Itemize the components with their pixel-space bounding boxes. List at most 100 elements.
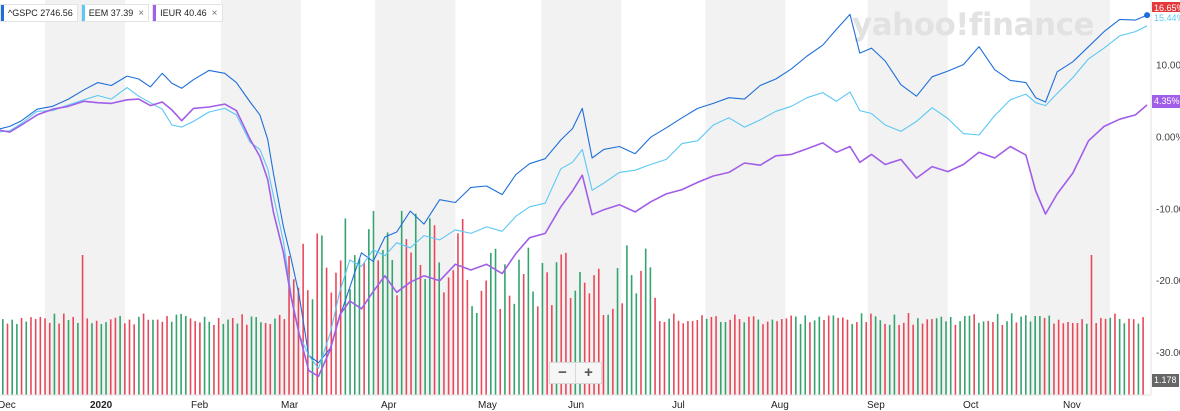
gspc-end-dot <box>1144 12 1151 19</box>
volume-bar <box>1015 322 1018 395</box>
volume-bar <box>846 319 849 395</box>
legend-chip-ieur[interactable]: IEUR 40.46 × <box>152 4 223 22</box>
legend-swatch <box>1 5 4 21</box>
volume-bar <box>945 321 947 395</box>
volume-bar <box>931 319 933 395</box>
volume-bar <box>175 314 178 395</box>
x-tick-label: Feb <box>191 400 209 411</box>
legend-label: EEM 37.39 <box>88 8 134 18</box>
x-tick-label: Sep <box>867 400 885 411</box>
volume-bar <box>461 218 464 395</box>
volume-bar <box>1053 323 1055 395</box>
volume-bar <box>414 213 417 395</box>
x-tick-label: Jun <box>568 400 584 411</box>
x-axis-ticks: Dec 2020 Feb Mar Apr May Jun Jul Aug Sep Oct Nov <box>0 400 1081 411</box>
volume-bar <box>691 321 694 395</box>
volume-bar <box>1020 316 1022 395</box>
x-tick-label: Dec <box>0 400 16 411</box>
volume-bar <box>813 320 816 395</box>
volume-bar <box>269 324 272 395</box>
volume-bar <box>222 323 225 395</box>
volume-bar <box>466 279 469 395</box>
volume-bar <box>1090 255 1093 395</box>
volume-bar <box>771 319 774 395</box>
y-tick-label: -10.00% <box>1156 204 1180 215</box>
volume-bar <box>246 324 248 395</box>
volume-bar <box>546 272 548 395</box>
month-bands <box>44 0 1110 395</box>
volume-bar <box>795 316 797 395</box>
volume-bar <box>607 314 609 395</box>
zoom-in-button[interactable]: + <box>575 363 601 383</box>
volume-bar <box>161 321 164 395</box>
volume-bar <box>452 270 455 395</box>
close-icon[interactable]: × <box>211 7 218 19</box>
volume-bar <box>180 313 182 395</box>
volume-bar <box>612 308 614 395</box>
volume-bar <box>1142 317 1144 395</box>
volume-bar <box>715 316 717 395</box>
month-band <box>1029 0 1110 395</box>
volume-bar <box>292 279 295 395</box>
volume-bar <box>443 292 445 395</box>
volume-bar <box>203 316 206 395</box>
legend-swatch <box>153 5 157 21</box>
x-tick-label: Oct <box>963 400 979 411</box>
volume-bar <box>471 306 473 395</box>
volume-bar <box>405 239 408 395</box>
zoom-out-button[interactable]: − <box>558 364 567 381</box>
volume-bar <box>935 318 938 395</box>
volume-bar <box>588 293 591 395</box>
volume-bar <box>95 320 98 395</box>
volume-bar <box>372 210 375 395</box>
volume-bar <box>884 323 886 395</box>
volume-bar <box>34 319 37 395</box>
volume-bar <box>16 324 18 395</box>
volume-bar <box>729 319 731 395</box>
volume-bar <box>893 314 896 395</box>
volume-bar <box>555 262 558 395</box>
volume-bar <box>438 262 441 395</box>
volume-bar <box>208 321 211 395</box>
volume-bar <box>677 320 680 395</box>
volume-bar <box>1010 313 1013 395</box>
volume-bar <box>827 315 830 395</box>
volume-bar <box>870 313 872 395</box>
volume-bar <box>790 315 792 395</box>
volume-bar <box>1071 323 1074 395</box>
volume-bar <box>522 274 525 395</box>
volume-bar <box>616 268 619 395</box>
volume-bar <box>841 317 844 395</box>
volume-bar <box>316 233 319 395</box>
legend-chip-gspc[interactable]: ^GSPC 2746.56 <box>0 4 78 22</box>
volume-bar <box>119 315 121 395</box>
volume-bar <box>682 323 685 395</box>
volume-bar <box>325 267 328 395</box>
ieur-price-tag: 4.35% <box>1152 95 1180 108</box>
volume-bar <box>536 306 539 395</box>
volume-bar <box>738 319 741 395</box>
volume-bar <box>701 315 703 395</box>
volume-bar <box>391 260 394 395</box>
yahoo-finance-watermark: yahoo!finance <box>852 7 1094 43</box>
volume-bar <box>654 297 656 395</box>
volume-bar <box>776 321 778 395</box>
volume-bar <box>114 317 117 395</box>
volume-bar <box>274 318 276 395</box>
volume-bar <box>382 250 384 395</box>
volume-bar <box>250 316 253 395</box>
volume-bar <box>696 320 699 395</box>
volume-bar <box>386 232 389 395</box>
volume-bar <box>429 218 431 395</box>
volume-bar <box>785 318 788 395</box>
volume-bar <box>856 322 858 395</box>
volume-bar <box>1104 318 1107 395</box>
legend-chip-eem[interactable]: EEM 37.39 × <box>80 4 150 22</box>
volume-bar <box>968 315 971 395</box>
volume-bar <box>48 322 51 395</box>
volume-bar <box>1034 315 1036 395</box>
volume-bar <box>58 323 60 395</box>
volume-bar <box>959 321 961 395</box>
close-icon[interactable]: × <box>138 7 145 19</box>
